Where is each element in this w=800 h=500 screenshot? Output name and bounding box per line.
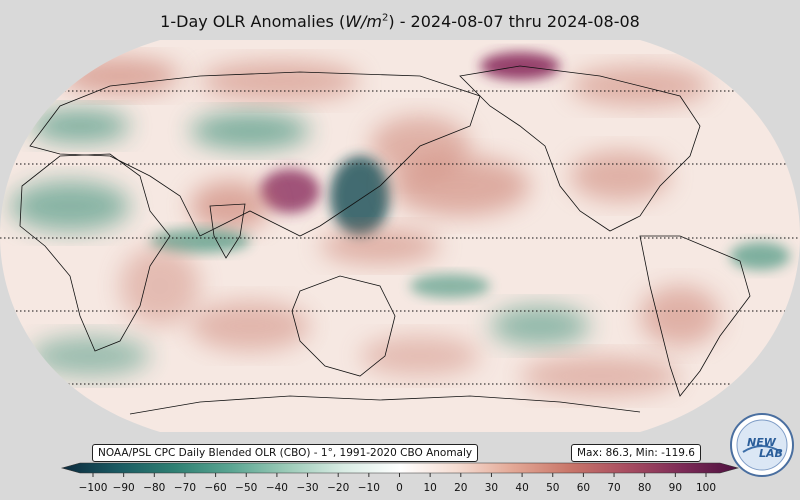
globe xyxy=(0,40,800,432)
colorbar-tick-label: −70 xyxy=(174,482,196,494)
colorbar-tick-label: 10 xyxy=(423,482,436,494)
colorbar-tick-label: −50 xyxy=(235,482,257,494)
colorbar-tick-label: 60 xyxy=(577,482,590,494)
title-units: W/m xyxy=(345,12,382,31)
map-panel xyxy=(0,36,800,436)
logo-text-lab: LAB xyxy=(759,447,783,460)
land-outlines xyxy=(19,65,751,415)
olr-anomaly-map xyxy=(0,40,800,432)
latitude-lines xyxy=(0,90,800,385)
colorbar-tick-label: 50 xyxy=(546,482,559,494)
anomaly-patch xyxy=(190,113,310,149)
colorbar-tick-label: 20 xyxy=(454,482,467,494)
colorbar-tick-label: −40 xyxy=(266,482,288,494)
colorbar-tick-label: 100 xyxy=(696,482,716,494)
anomaly-patch xyxy=(410,274,490,298)
colorbar-tick-label: −100 xyxy=(79,482,108,494)
anomaly-patch xyxy=(320,228,440,264)
colorbar-tick-label: 40 xyxy=(515,482,528,494)
australia-outline xyxy=(291,275,396,377)
colorbar-tick-label: 80 xyxy=(638,482,651,494)
title-prefix: 1-Day OLR Anomalies ( xyxy=(160,12,346,31)
colorbar-bar xyxy=(60,462,740,474)
colorbar-tick-label: −90 xyxy=(113,482,135,494)
anomaly-patch xyxy=(30,336,150,376)
europe-asia-outline xyxy=(29,71,481,237)
colorbar-tick-label: −60 xyxy=(205,482,227,494)
colorbar-tick-label: 0 xyxy=(396,482,403,494)
anomaly-patch xyxy=(330,156,390,236)
colorbar: −100 −90 −80 −70 −60 −50 −40 −30 −20 −10 0 10 20 30 40… xyxy=(60,462,740,494)
anomaly-patch xyxy=(520,356,680,396)
colorbar-tick-label: −20 xyxy=(327,482,349,494)
colorbar-tick-label: 90 xyxy=(669,482,682,494)
anomaly-patch xyxy=(200,61,360,101)
anomaly-patch xyxy=(640,286,720,346)
colorbar-tick-label: 70 xyxy=(607,482,620,494)
newlab-logo: NEW LAB xyxy=(730,413,794,477)
title-units-exponent: 2 xyxy=(381,12,389,24)
colorbar-ticks: −100 −90 −80 −70 −60 −50 −40 −30 −20 −10 0 10 20 30 40… xyxy=(79,473,716,494)
colorbar-tick-label: 30 xyxy=(485,482,498,494)
north-america-outline xyxy=(459,65,701,232)
anomaly-patch xyxy=(730,242,790,270)
anomaly-patch xyxy=(260,169,320,213)
anomaly-patch xyxy=(150,229,250,253)
anomaly-patch xyxy=(30,110,130,142)
logo-text-new: NEW xyxy=(747,436,777,449)
stats-label: Max: 86.3, Min: -119.6 xyxy=(571,444,701,462)
south-america-outline xyxy=(639,235,751,397)
india-outline xyxy=(209,203,246,259)
chart-title: 1-Day OLR Anomalies (W/m2) - 2024-08-07 … xyxy=(0,12,800,31)
anomaly-patch xyxy=(60,58,180,94)
anomaly-patch xyxy=(490,306,590,346)
antarctica-outline xyxy=(129,395,641,415)
anomaly-patch xyxy=(190,181,270,231)
anomaly-patch xyxy=(10,181,130,231)
anomaly-patch xyxy=(390,156,530,216)
colorbar-tick-label: −10 xyxy=(358,482,380,494)
colorbar-tick-label: −30 xyxy=(296,482,318,494)
colorbar-tick-label: −80 xyxy=(143,482,165,494)
anomaly-patch xyxy=(120,246,200,326)
anomaly-patch xyxy=(360,336,480,376)
title-suffix: ) - 2024-08-07 thru 2024-08-08 xyxy=(388,12,640,31)
source-label: NOAA/PSL CPC Daily Blended OLR (CBO) - 1… xyxy=(92,444,479,462)
anomaly-patch xyxy=(190,301,310,351)
